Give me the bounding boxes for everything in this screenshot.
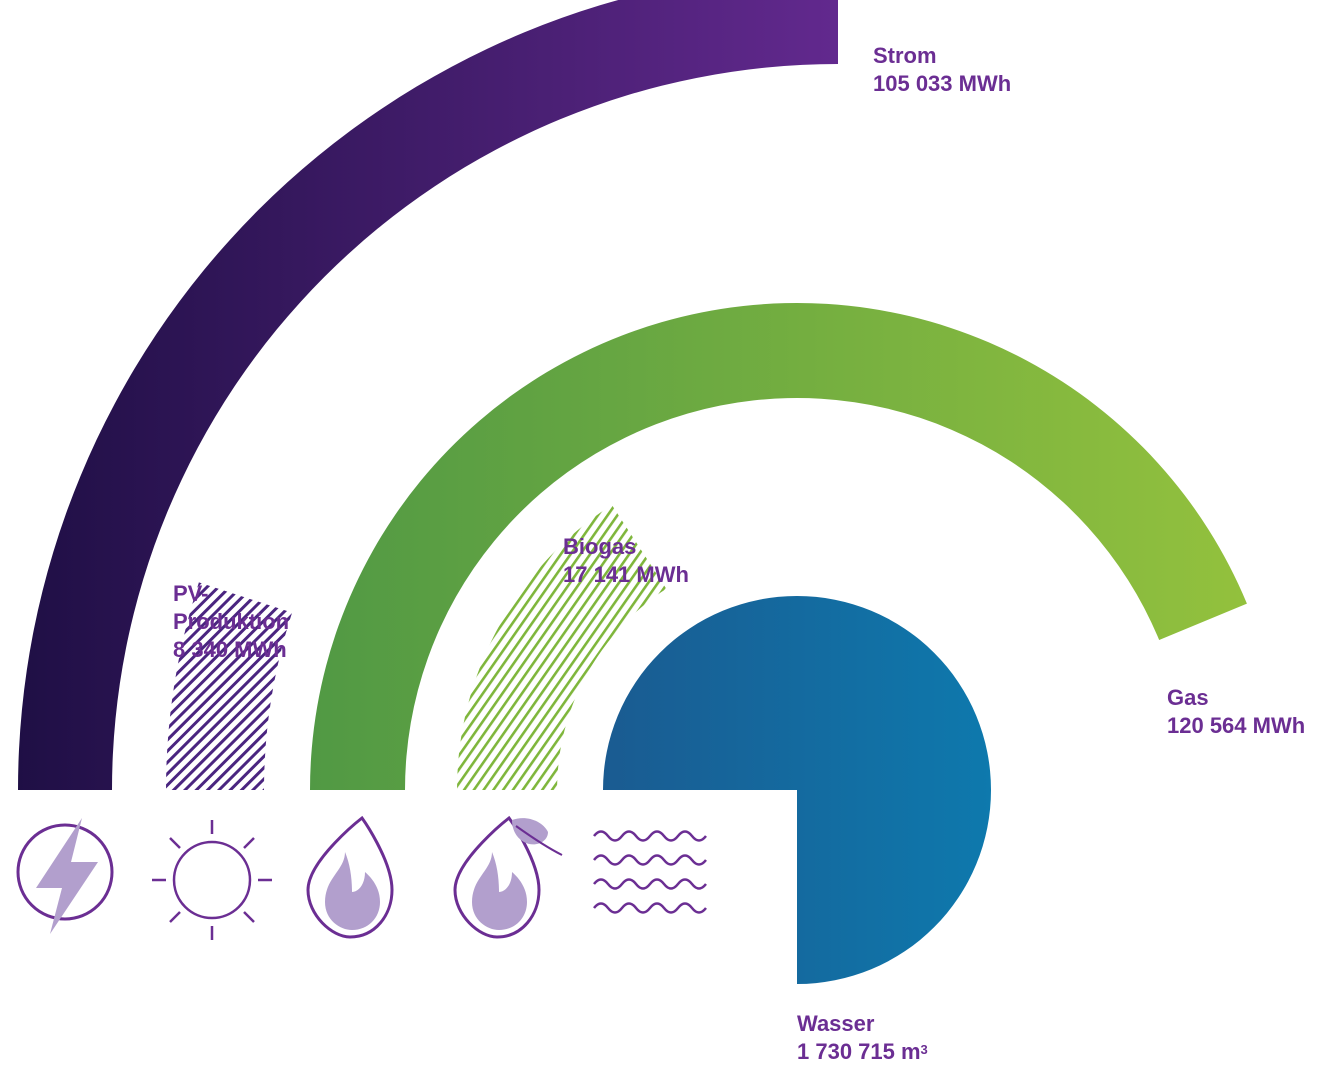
biogas-bar	[457, 504, 667, 790]
wasser-name: Wasser	[797, 1011, 875, 1036]
pv-produktion-label: PV- Produktion 8 340 MWh	[173, 580, 289, 664]
sun-icon	[152, 820, 272, 940]
wasser-label: Wasser 1 730 715 m3	[797, 1010, 928, 1066]
strom-label: Strom 105 033 MWh	[873, 42, 1011, 98]
lightning-icon	[16, 818, 114, 934]
gas-arc	[310, 303, 1247, 790]
gas-value: 120 564 MWh	[1167, 713, 1306, 738]
pv-name-line2: Produktion	[173, 609, 290, 634]
strom-value: 105 033 MWh	[873, 71, 1012, 96]
gas-label: Gas 120 564 MWh	[1167, 684, 1305, 740]
strom-name: Strom	[873, 43, 937, 68]
water-waves-icon	[593, 830, 707, 914]
biogas-name: Biogas	[563, 534, 637, 559]
flame-drop-icon	[306, 815, 394, 939]
strom-arc	[18, 0, 838, 790]
biogas-value: 17 141 MWh	[563, 562, 689, 587]
pv-value: 8 340 MWh	[173, 637, 287, 662]
biogas-leaf-drop-icon	[453, 815, 563, 939]
pv-name-line1: PV-	[173, 581, 209, 606]
gas-name: Gas	[1167, 685, 1209, 710]
biogas-label: Biogas 17 141 MWh	[563, 533, 689, 589]
wasser-value-sup: 3	[920, 1042, 928, 1057]
wasser-value: 1 730 715 m3	[797, 1038, 928, 1066]
pv-produktion-bar	[166, 582, 293, 790]
wasser-value-number: 1 730 715 m	[797, 1039, 921, 1064]
wasser-sector	[603, 596, 991, 984]
